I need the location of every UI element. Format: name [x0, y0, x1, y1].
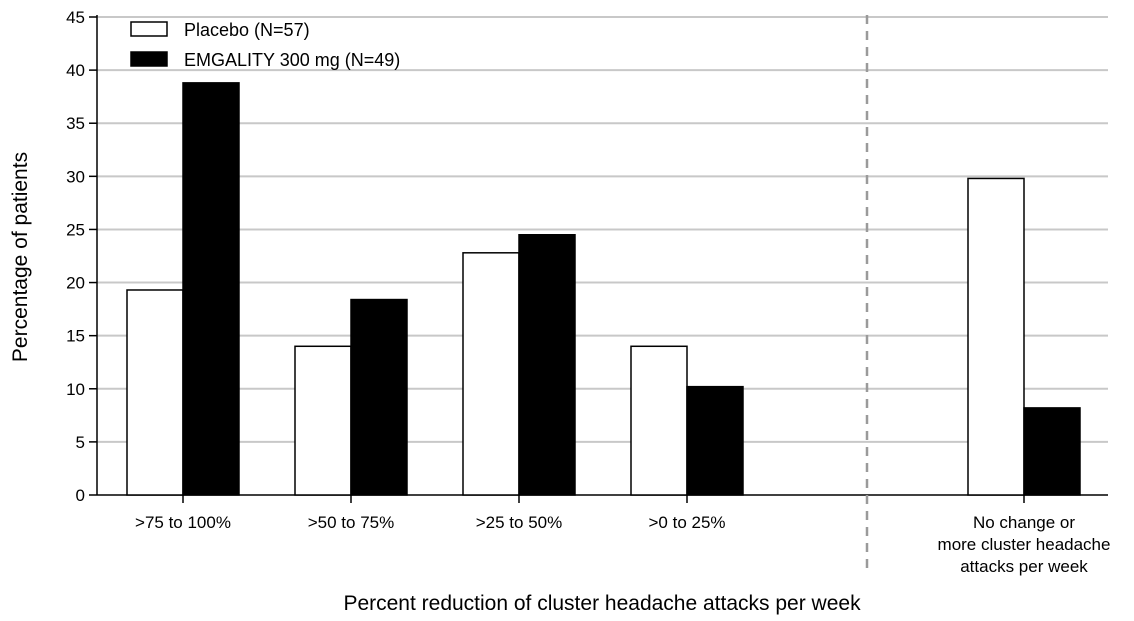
x-category-label: >75 to 100% [135, 513, 231, 532]
x-category-label: >25 to 50% [476, 513, 563, 532]
legend-label: EMGALITY 300 mg (N=49) [184, 50, 400, 70]
legend-swatch [130, 51, 168, 67]
bar-emgality-3 [686, 385, 744, 496]
y-axis-title: Percentage of patients [9, 152, 32, 362]
x-category-label: >0 to 25% [648, 513, 725, 532]
x-category-label: No change or [973, 513, 1075, 532]
y-tick-label: 40 [66, 61, 85, 80]
x-category-label: >50 to 75% [308, 513, 395, 532]
x-category-label: more cluster headache [938, 535, 1111, 554]
bar-emgality-1 [350, 298, 408, 496]
bar-placebo-3 [630, 345, 688, 496]
y-tick-label: 30 [66, 167, 85, 186]
x-axis-title: Percent reduction of cluster headache at… [343, 592, 861, 615]
legend-label: Placebo (N=57) [184, 20, 310, 40]
legend-swatch [130, 21, 168, 37]
y-tick-label: 10 [66, 380, 85, 399]
bar-placebo-1 [294, 345, 352, 496]
bar-placebo-4 [967, 177, 1025, 496]
y-tick-label: 0 [76, 486, 85, 505]
bar-emgality-4 [1023, 407, 1081, 496]
y-tick-label: 5 [76, 433, 85, 452]
bar-emgality-2 [518, 234, 576, 496]
y-tick-label: 15 [66, 327, 85, 346]
bar-emgality-0 [182, 82, 240, 496]
x-category-label: attacks per week [960, 557, 1088, 576]
bar-placebo-2 [462, 252, 520, 496]
y-tick-label: 35 [66, 114, 85, 133]
y-tick-label: 45 [66, 8, 85, 27]
y-tick-label: 25 [66, 220, 85, 239]
bar-placebo-0 [126, 289, 184, 496]
y-tick-label: 20 [66, 274, 85, 293]
